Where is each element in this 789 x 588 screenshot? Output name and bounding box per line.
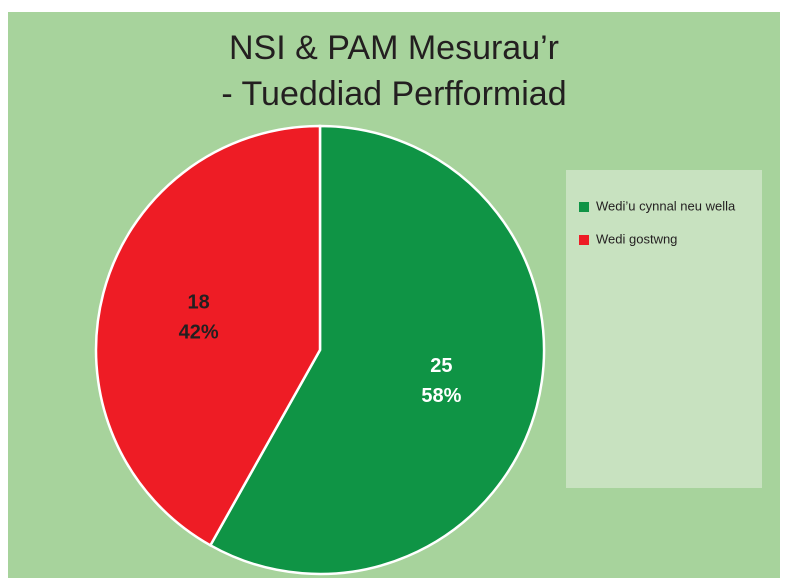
legend-swatch: [579, 235, 589, 245]
chart-title: NSI & PAM Mesurau’r: [229, 29, 559, 67]
chart-title: - Tueddiad Perfformiad: [221, 75, 566, 113]
legend-label: Wedi’u cynnal neu wella: [596, 198, 736, 213]
data-label: 42%: [179, 322, 219, 344]
data-label: 25: [430, 355, 452, 377]
data-label: 18: [188, 292, 210, 314]
legend-box: [566, 170, 762, 488]
legend-label: Wedi gostwng: [596, 231, 677, 246]
data-label: 58%: [421, 385, 461, 407]
pie-slice: [208, 124, 546, 576]
pie-slice: [94, 124, 322, 548]
legend-swatch: [579, 202, 589, 212]
